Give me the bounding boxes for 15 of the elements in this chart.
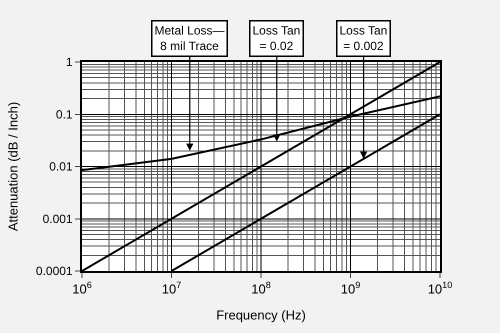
- annotation: Loss Tan = 0.02: [252, 24, 300, 54]
- y-tick-label: 0.001: [42, 212, 73, 226]
- x-tick-label: 10$^{7}$: [162, 280, 182, 297]
- x-axis-title: Frequency (Hz): [216, 308, 306, 323]
- y-tick-label: 0.01: [49, 160, 73, 174]
- annotation: Loss Tan = 0.002: [340, 24, 388, 54]
- x-tick-label: 10$^{8}$: [251, 280, 271, 297]
- x-tick-label: 10$^{6}$: [72, 280, 92, 297]
- y-tick-label: 1: [66, 55, 73, 70]
- x-tick-label: 10$^{10}$: [428, 280, 452, 297]
- y-axis-title: Attenuation (dB / Inch): [5, 102, 20, 232]
- y-tick-label: 0.0001: [36, 264, 73, 278]
- y-tick-label: 0.1: [56, 107, 73, 122]
- annotation: Metal Loss— 8 mil Trace: [154, 24, 225, 54]
- x-tick-label: 10$^{9}$: [340, 280, 360, 297]
